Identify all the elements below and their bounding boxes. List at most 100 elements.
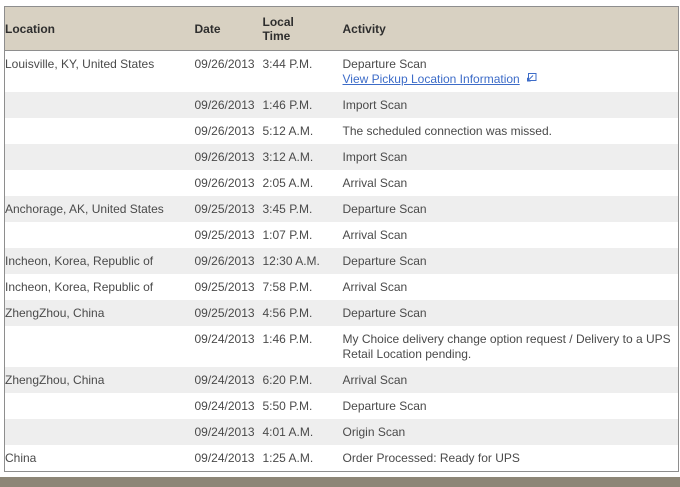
activity-cell: Arrival Scan [343, 222, 679, 248]
header-local-time-label: Local Time [262, 14, 294, 43]
table-row: 09/24/2013 5:50 P.M. Departure Scan [5, 393, 679, 419]
time-cell: 6:20 P.M. [262, 367, 343, 393]
table-row: 09/24/2013 1:46 P.M. My Choice delivery ch… [5, 326, 679, 367]
time-cell: 1:46 P.M. [262, 332, 313, 346]
date-cell: 09/26/2013 [194, 124, 255, 138]
location-cell [5, 222, 195, 248]
external-link-icon[interactable] [524, 72, 537, 84]
location-cell [5, 170, 195, 196]
location-cell [5, 118, 195, 144]
activity-cell: Departure Scan View Pickup Location Infor… [343, 51, 679, 93]
table-header: Location Date Local Time Activity [4, 6, 678, 51]
time-cell: 3:44 P.M. [262, 57, 313, 71]
view-pickup-location-link[interactable]: View Pickup Location Information [342, 72, 520, 86]
activity-cell: Order Processed: Ready for UPS [343, 445, 679, 472]
time-cell: 3:12 A.M. [262, 144, 343, 170]
header-date: Date [194, 6, 263, 51]
activity-cell: Origin Scan [342, 419, 678, 445]
header-location-label: Location [5, 21, 55, 36]
time-cell: 1:07 P.M. [262, 228, 313, 242]
date-cell: 09/26/2013 [194, 248, 263, 274]
activity-text: Order Processed: Ready for UPS [342, 451, 520, 465]
activity-cell: Import Scan [342, 144, 678, 170]
location-cell: ZhengZhou, China [4, 300, 195, 326]
location-cell: China [5, 451, 37, 465]
location-cell [4, 419, 195, 445]
location-cell: ZhengZhou, China [4, 367, 195, 393]
activity-text: Departure Scan [342, 57, 427, 71]
location-cell: Incheon, Korea, Republic of [4, 248, 195, 274]
time-cell: 1:25 A.M. [262, 451, 314, 465]
time-cell: 5:12 A.M. [262, 124, 314, 138]
table-row: Anchorage, AK, United States 09/25/2013 3:… [4, 196, 678, 222]
activity-cell: Departure Scan [342, 248, 678, 274]
activity-text: Import Scan [342, 98, 408, 112]
time-cell: 4:01 A.M. [262, 419, 343, 445]
table-row: ZhengZhou, China 09/25/2013 4:56 P.M. Depar… [4, 300, 678, 326]
table-row: 09/26/2013 3:12 A.M. Import Scan [4, 144, 678, 170]
date-cell: 09/26/2013 [194, 92, 263, 118]
activity-text: The scheduled connection was missed. [342, 124, 552, 138]
location-cell [4, 144, 195, 170]
activity-text: My Choice delivery change option request… [342, 332, 671, 361]
table-row: 09/26/2013 5:12 A.M. The scheduled connect… [5, 118, 679, 144]
activity-text: Origin Scan [342, 425, 406, 439]
tracking-history-table: Location Date Local Time Activity Louisv… [4, 6, 679, 472]
date-cell: 09/26/2013 [194, 144, 263, 170]
date-cell: 09/24/2013 [194, 367, 263, 393]
time-cell: 4:56 P.M. [262, 300, 343, 326]
table-row: 09/25/2013 1:07 P.M. Arrival Scan [5, 222, 679, 248]
date-cell: 09/25/2013 [194, 300, 263, 326]
activity-text: Departure Scan [342, 306, 427, 320]
activity-cell: Departure Scan [343, 393, 679, 419]
date-cell: 09/24/2013 [194, 332, 255, 346]
time-cell: 1:46 P.M. [262, 92, 343, 118]
header-activity-label: Activity [342, 21, 386, 36]
location-cell [4, 92, 195, 118]
activity-cell: Import Scan [342, 92, 678, 118]
activity-text: Departure Scan [342, 202, 427, 216]
location-cell [5, 326, 195, 367]
header-row: Location Date Local Time Activity [4, 6, 678, 51]
activity-text: Arrival Scan [342, 176, 408, 190]
table-row: China 09/24/2013 1:25 A.M. Order Processed:… [5, 445, 679, 472]
date-cell: 09/25/2013 [194, 196, 263, 222]
table-row: 09/26/2013 1:46 P.M. Import Scan [4, 92, 678, 118]
header-date-label: Date [194, 21, 221, 36]
table-body: Louisville, KY, United States 09/26/2013 3… [4, 51, 679, 472]
activity-text: Import Scan [342, 150, 408, 164]
activity-cell: Arrival Scan [343, 274, 679, 300]
date-cell: 09/25/2013 [194, 280, 255, 294]
activity-text: Departure Scan [342, 399, 427, 413]
header-location: Location [4, 6, 195, 51]
activity-cell: Departure Scan [342, 196, 678, 222]
date-cell: 09/24/2013 [194, 419, 263, 445]
table-row: 09/24/2013 4:01 A.M. Origin Scan [4, 419, 678, 445]
header-activity: Activity [342, 6, 678, 51]
date-cell: 09/26/2013 [194, 176, 255, 190]
activity-cell: Departure Scan [342, 300, 678, 326]
table-row: ZhengZhou, China 09/24/2013 6:20 P.M. Arriv… [4, 367, 678, 393]
location-cell [5, 393, 195, 419]
table-row: Incheon, Korea, Republic of 09/26/2013 12:… [4, 248, 678, 274]
activity-text: Arrival Scan [342, 280, 408, 294]
activity-text: Departure Scan [342, 254, 427, 268]
date-cell: 09/25/2013 [194, 228, 255, 242]
activity-text: Arrival Scan [342, 228, 408, 242]
table-row: 09/26/2013 2:05 A.M. Arrival Scan [5, 170, 679, 196]
location-cell: Anchorage, AK, United States [4, 196, 195, 222]
date-cell: 09/24/2013 [194, 451, 255, 465]
table-row: Incheon, Korea, Republic of 09/25/2013 7:5… [5, 274, 679, 300]
time-cell: 12:30 A.M. [262, 248, 343, 274]
location-cell: Incheon, Korea, Republic of [5, 280, 154, 294]
time-cell: 3:45 P.M. [262, 196, 343, 222]
date-cell: 09/24/2013 [194, 399, 255, 413]
footer-bar [0, 477, 680, 487]
activity-cell: The scheduled connection was missed. [343, 118, 679, 144]
header-local-time: Local Time [262, 6, 343, 51]
location-cell: Louisville, KY, United States [5, 57, 155, 71]
activity-text: Arrival Scan [342, 373, 408, 387]
activity-cell: Arrival Scan [343, 170, 679, 196]
date-cell: 09/26/2013 [194, 57, 255, 71]
time-cell: 5:50 P.M. [262, 399, 313, 413]
